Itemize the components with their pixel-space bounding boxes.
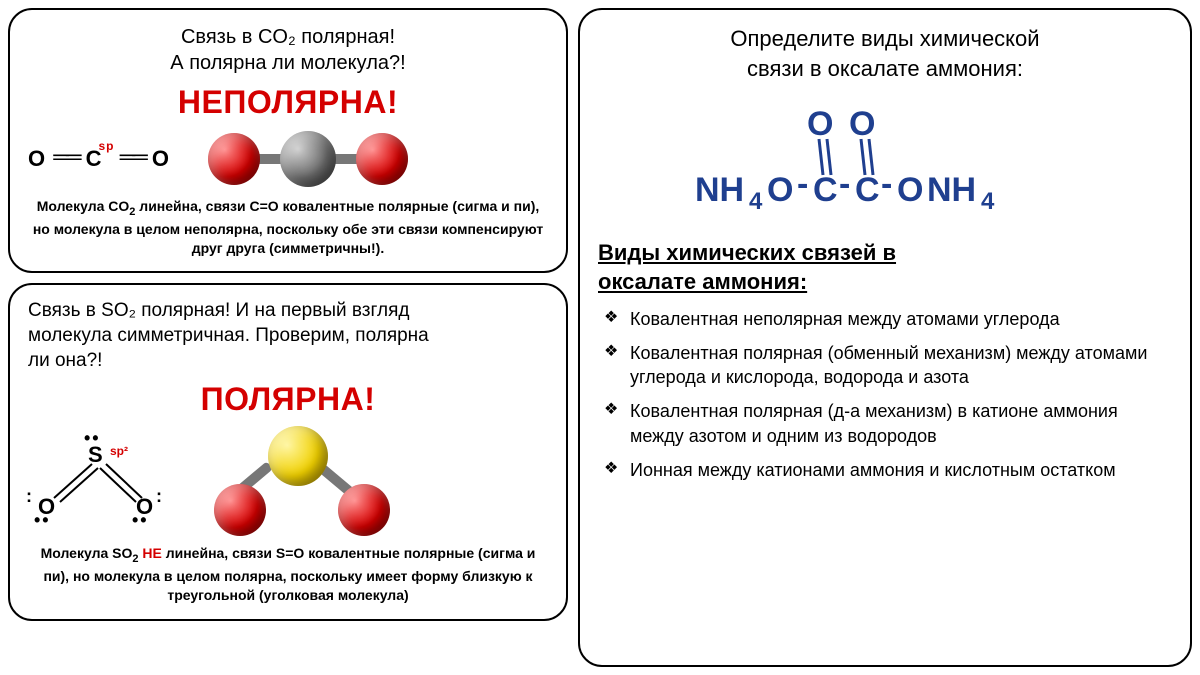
bond-item-1: Ковалентная неполярная между атомами угл…: [604, 307, 1172, 331]
co2-3d-molecule: [200, 129, 410, 189]
lewis-S: S: [88, 442, 103, 468]
dots-O2b: ••: [132, 510, 149, 531]
svg-text:4: 4: [749, 188, 763, 215]
panel-so2: Связь в SO₂ полярная! И на первый взгляд…: [8, 283, 568, 620]
bond-list: Ковалентная неполярная между атомами угл…: [598, 307, 1172, 483]
bond-item-3: Ковалентная полярная (д-а механизм) в ка…: [604, 399, 1172, 448]
so2-question: Связь в SO₂ полярная! И на первый взгляд…: [28, 299, 548, 373]
svg-text:NH: NH: [695, 171, 744, 209]
oxalate-title-l2: связи в оксалате аммония:: [747, 56, 1023, 81]
svg-text:-: -: [881, 165, 892, 203]
so2-lewis: •• S sp² O : •• O : ••: [28, 436, 168, 526]
sp-label: sp: [98, 139, 114, 153]
svg-text:C: C: [855, 171, 880, 209]
co2-q-line1: Связь в CO₂ полярная!: [181, 26, 395, 48]
co2-lewis: O ══ Csp ══ O: [28, 146, 170, 172]
so2-not: НЕ: [138, 545, 165, 561]
lewis-O-right: O: [152, 146, 170, 171]
so2-verdict: ПОЛЯРНА!: [28, 381, 548, 418]
svg-text:O: O: [849, 105, 875, 143]
co2-row: O ══ Csp ══ O: [28, 129, 548, 189]
bond-item-4: Ионная между катионами аммония и кислотн…: [604, 458, 1172, 482]
so2-desc: Молекула SO2 НЕ линейна, связи S=O ковал…: [28, 544, 548, 604]
dots-O1a: :: [26, 486, 34, 507]
panel-co2: Связь в CO₂ полярная! А полярна ли молек…: [8, 8, 568, 273]
svg-text:O: O: [807, 105, 833, 143]
svg-text:C: C: [813, 171, 838, 209]
formula-svg: NH4O-C-C-ONH4OO: [655, 101, 1115, 221]
subhead-l2: оксалате аммония:: [598, 269, 807, 294]
atom-O-left: [208, 133, 260, 185]
svg-text:4: 4: [981, 188, 995, 215]
co2-verdict: НЕПОЛЯРНА!: [28, 84, 548, 121]
dots-O2a: :: [156, 486, 164, 507]
svg-text:NH: NH: [927, 171, 976, 209]
so2-desc-text: Молекула SO2 НЕ линейна, связи S=O ковал…: [41, 545, 536, 603]
so2-row: •• S sp² O : •• O : ••: [28, 426, 548, 536]
co2-question: Связь в CO₂ полярная! А полярна ли молек…: [28, 24, 548, 76]
bond-item-2: Ковалентная полярная (обменный механизм)…: [604, 341, 1172, 390]
atom-C: [280, 131, 336, 187]
svg-text:-: -: [839, 165, 850, 203]
co2-q-line2: А полярна ли молекула?!: [170, 52, 405, 74]
atom-S: [268, 426, 328, 486]
subhead-l1: Виды химических связей в: [598, 240, 896, 265]
atom-O-right: [356, 133, 408, 185]
svg-text:-: -: [797, 165, 808, 203]
oxalate-title: Определите виды химической связи в оксал…: [598, 24, 1172, 83]
so2-q-line1: Связь в SO₂ полярная! И на первый взгляд: [28, 300, 409, 321]
co2-desc: Молекула CO2 линейна, связи C=O ковалент…: [28, 197, 548, 257]
bonds-subhead: Виды химических связей в оксалате аммони…: [598, 239, 1172, 296]
svg-text:O: O: [897, 171, 923, 209]
dots-O1b: ••: [34, 510, 51, 531]
sp2-label: sp²: [110, 444, 128, 458]
so2-3d-molecule: [208, 426, 428, 536]
oxalate-formula: NH4O-C-C-ONH4OO: [598, 101, 1172, 221]
so2-q-line3: ли она?!: [28, 350, 102, 371]
co2-desc-text: Молекула CO2 линейна, связи C=O ковалент…: [33, 198, 543, 256]
svg-text:O: O: [767, 171, 793, 209]
oxalate-title-l1: Определите виды химической: [730, 26, 1039, 51]
panel-oxalate: Определите виды химической связи в оксал…: [578, 8, 1192, 667]
atom-O-left: [214, 484, 266, 536]
atom-O-right: [338, 484, 390, 536]
lewis-O-left: O: [28, 146, 46, 171]
so2-q-line2: молекула симметричная. Проверим, полярна: [28, 325, 429, 346]
